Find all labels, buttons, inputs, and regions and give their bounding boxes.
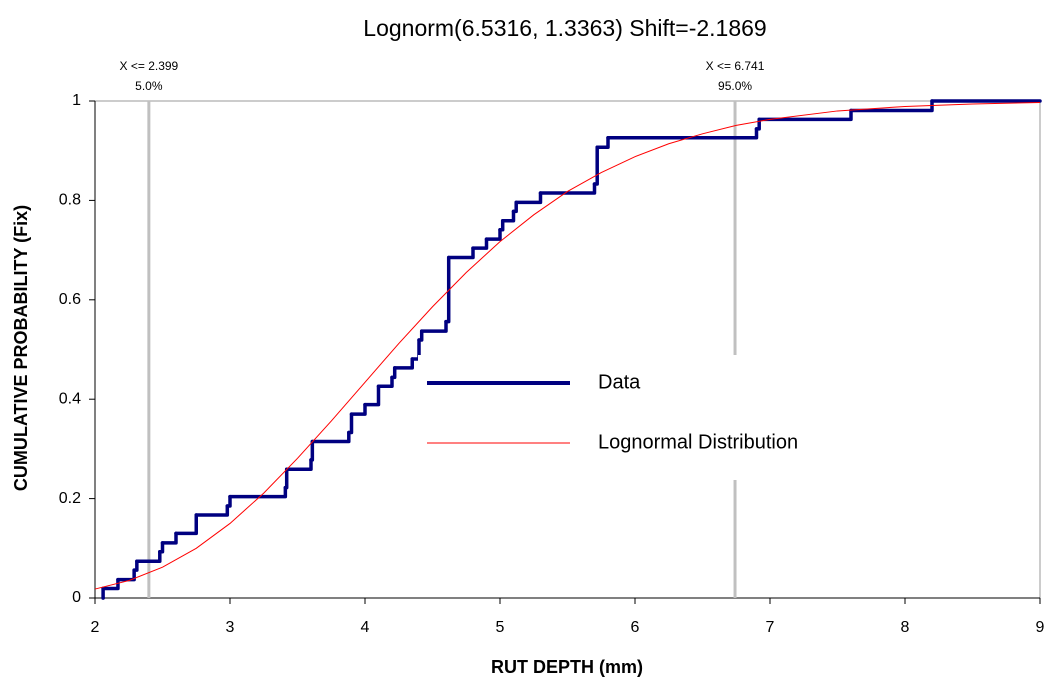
data-step bbox=[284, 458, 313, 472]
data-step bbox=[511, 200, 518, 214]
data-step bbox=[592, 145, 599, 186]
x-tick-label: 8 bbox=[901, 619, 910, 636]
data-step bbox=[410, 338, 421, 361]
y-tick-label: 0.4 bbox=[59, 390, 81, 407]
data-step bbox=[392, 357, 414, 370]
data-step bbox=[390, 366, 397, 380]
data-step bbox=[174, 522, 198, 536]
legend-label: Data bbox=[598, 371, 641, 393]
data-step bbox=[595, 136, 610, 149]
data-step bbox=[754, 117, 761, 131]
data-step bbox=[471, 237, 489, 250]
data-step bbox=[484, 227, 502, 241]
data-step bbox=[538, 182, 597, 195]
data-step bbox=[158, 541, 165, 554]
y-tick-label: 0.2 bbox=[59, 490, 81, 507]
data-step bbox=[309, 439, 315, 462]
data-step bbox=[225, 494, 232, 508]
x-tick-label: 4 bbox=[361, 619, 370, 636]
data-step bbox=[228, 485, 288, 499]
data-step bbox=[417, 329, 424, 342]
distribution-line bbox=[94, 101, 1041, 590]
legend-box bbox=[418, 355, 878, 480]
data-step bbox=[132, 559, 139, 572]
y-axis-label: CUMULATIVE PROBABILITY (Fix) bbox=[11, 205, 31, 491]
data-step bbox=[101, 577, 120, 591]
y-tick-label: 0.6 bbox=[59, 291, 81, 308]
x-tick-label: 9 bbox=[1036, 619, 1045, 636]
data-step bbox=[363, 384, 381, 407]
reference-probability: 5.0% bbox=[135, 79, 163, 93]
reference-label: X <= 6.741 bbox=[706, 59, 765, 73]
data-step bbox=[116, 568, 136, 582]
data-step bbox=[444, 255, 451, 324]
x-tick-label: 7 bbox=[766, 619, 775, 636]
data-step bbox=[498, 219, 505, 232]
y-tick-label: 0 bbox=[72, 589, 81, 606]
data-step bbox=[757, 108, 853, 122]
data-step bbox=[849, 99, 934, 113]
x-tick-label: 6 bbox=[631, 619, 640, 636]
x-tick-label: 2 bbox=[91, 619, 100, 636]
reference-label: X <= 2.399 bbox=[120, 59, 179, 73]
data-step bbox=[135, 550, 162, 563]
y-tick-label: 1 bbox=[72, 92, 81, 109]
plot-frame bbox=[94, 100, 1041, 599]
data-step bbox=[514, 191, 543, 205]
data-step bbox=[194, 504, 230, 517]
legend-label: Lognormal Distribution bbox=[598, 431, 798, 453]
reference-probability: 95.0% bbox=[718, 79, 752, 93]
data-step bbox=[419, 319, 448, 333]
x-tick-label: 3 bbox=[226, 619, 235, 636]
y-tick-label: 0.8 bbox=[59, 192, 81, 209]
data-step bbox=[606, 127, 759, 140]
chart-title: Lognorm(6.5316, 1.3363) Shift=-2.1869 bbox=[363, 15, 766, 41]
data-step bbox=[349, 402, 367, 416]
data-step bbox=[310, 430, 351, 444]
data-step bbox=[347, 412, 354, 435]
data-step bbox=[500, 209, 516, 223]
x-tick-label: 5 bbox=[496, 619, 505, 636]
data-step bbox=[160, 531, 178, 545]
x-axis-label: RUT DEPTH (mm) bbox=[491, 657, 643, 677]
data-step bbox=[376, 375, 394, 389]
data-step bbox=[446, 246, 475, 260]
data-step bbox=[283, 467, 289, 490]
